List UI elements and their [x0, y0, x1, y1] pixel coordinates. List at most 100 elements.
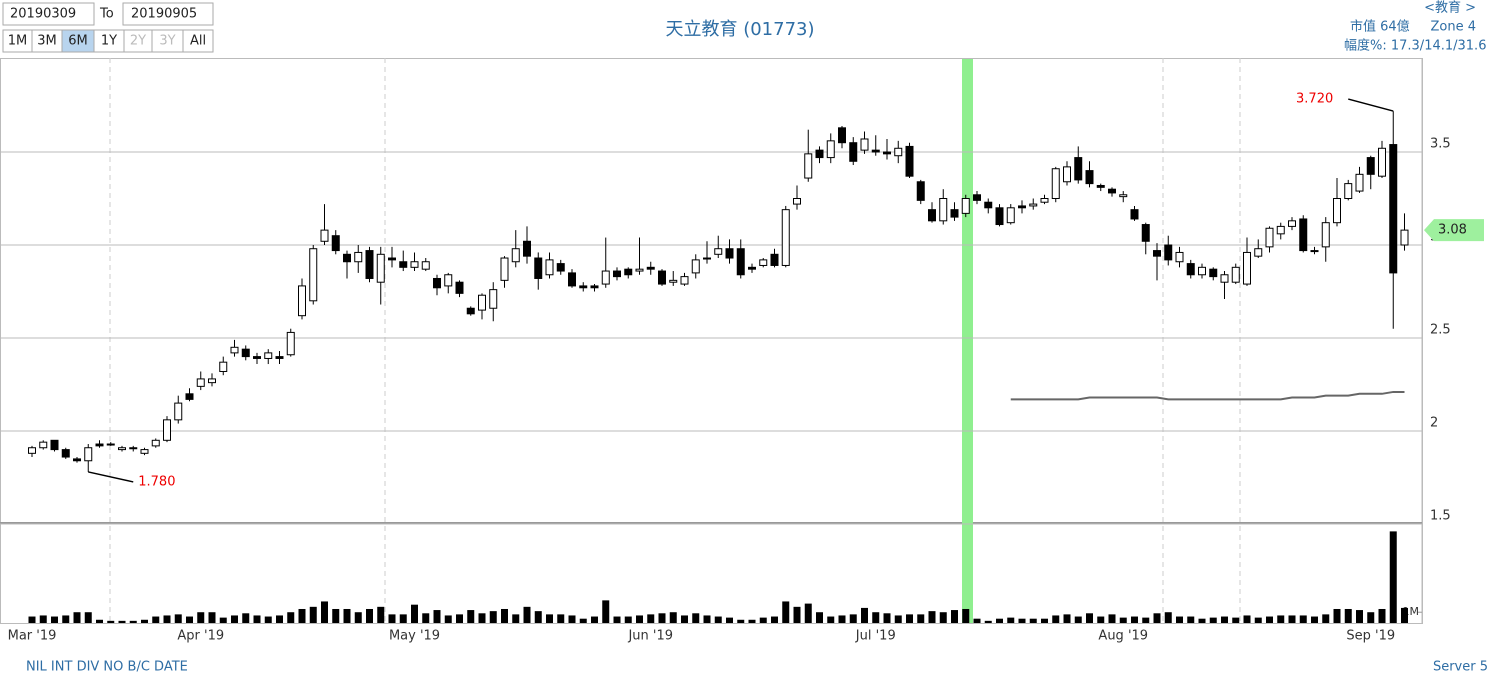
candle-body [1333, 198, 1341, 224]
volume-bar [1322, 614, 1330, 623]
volume-bar [28, 616, 36, 623]
volume-bar [647, 614, 655, 623]
y-tick-label: 1.5 [1430, 509, 1451, 524]
candle-body [61, 449, 70, 458]
volume-bar [1401, 607, 1408, 623]
candle-body [1400, 229, 1409, 246]
candle-body [658, 270, 666, 285]
candle-body [984, 201, 993, 209]
volume-bar [1063, 614, 1071, 623]
volume-bar [726, 617, 733, 623]
volume-bar [1074, 616, 1082, 623]
range-label[interactable]: 3M [37, 34, 57, 49]
range-button[interactable] [182, 29, 214, 53]
candle-body [669, 279, 678, 283]
volume-bar [613, 616, 621, 623]
x-tick-label: Mar '19 [8, 629, 57, 644]
volume-bar [1119, 617, 1127, 623]
volume-bar [163, 615, 171, 623]
volume-bar [51, 616, 58, 623]
volume-bar [1164, 612, 1172, 623]
volume-bar [996, 618, 1003, 623]
candle-body [275, 356, 284, 359]
volume-bar [1131, 616, 1138, 623]
candle-body [1299, 218, 1308, 252]
volume-bar [861, 607, 868, 623]
volume-bar [816, 612, 823, 623]
volume-bar [1198, 618, 1206, 623]
candle-body [725, 248, 734, 259]
candle-body [804, 153, 813, 179]
volume-bar [1187, 616, 1195, 623]
candle-body [1243, 251, 1251, 285]
date-to-box[interactable] [122, 2, 214, 26]
volume-bar [973, 618, 981, 623]
volume-bar [276, 615, 283, 623]
candle-body [478, 294, 486, 311]
candle-body [928, 209, 936, 222]
candle-body [84, 447, 93, 462]
candle-body [961, 198, 970, 214]
candle-body [376, 253, 385, 283]
candle-body [1254, 248, 1263, 257]
candle-body [140, 449, 149, 454]
candle-body [973, 194, 981, 201]
x-tick-label: Sep '19 [1346, 629, 1395, 644]
volume-bar [444, 615, 452, 623]
volume-bar [1007, 617, 1015, 623]
volume-bar [827, 616, 835, 623]
volume-bar [1029, 618, 1037, 623]
chart-title: 天立教育 (01773) [665, 19, 814, 40]
sector-link[interactable]: <教育 > [1424, 0, 1476, 16]
volume-bar [636, 615, 643, 623]
candle-body [759, 259, 768, 266]
candle-body [466, 307, 475, 315]
to-label: To [99, 7, 114, 22]
volume-bar [771, 616, 778, 623]
volume-bar [512, 614, 520, 623]
candle-body [1006, 207, 1015, 224]
candle-body [1153, 250, 1161, 257]
volume-bar [501, 608, 508, 623]
candle-body [118, 447, 126, 451]
volume-bar [399, 614, 407, 623]
date-from[interactable]: 20190309 [10, 7, 76, 22]
volume-bar [1311, 616, 1318, 623]
volume-bar [332, 608, 340, 623]
y-tick-label: 2 [1430, 416, 1438, 431]
range-label[interactable]: 2Y [130, 34, 146, 49]
moving-average [1010, 390, 1405, 401]
candle-body [1366, 157, 1375, 175]
range-buttons: 1M 3M 6M 1Y 2Y 3Y All [2, 29, 214, 53]
candle-body [838, 127, 846, 144]
volume-bar [1018, 618, 1026, 623]
volume-bar [951, 610, 958, 623]
candle-body [680, 276, 689, 285]
candle-body [106, 443, 115, 446]
range-label[interactable]: 3Y [159, 34, 175, 49]
volume-bar [1153, 613, 1161, 623]
volume-bar [658, 613, 666, 623]
vertical-grid [109, 58, 1241, 623]
zone: Zone 4 [1431, 20, 1477, 35]
volume-bar [962, 608, 970, 623]
volume-bar [377, 606, 385, 623]
date-from-box[interactable] [2, 2, 95, 26]
range-label[interactable]: 6M [68, 34, 88, 49]
volume-bar [73, 612, 81, 623]
candle-body [298, 285, 306, 317]
candle-body [781, 209, 790, 266]
volume-bar [1389, 531, 1397, 623]
date-to[interactable]: 20190905 [131, 7, 197, 22]
candle-body [1321, 222, 1330, 248]
range-label[interactable]: 1M [8, 34, 28, 49]
candle-body [624, 268, 633, 276]
candle-body [433, 277, 441, 289]
range-label[interactable]: All [190, 34, 206, 49]
y-tick-label: 3.5 [1430, 137, 1451, 152]
range-label[interactable]: 1Y [101, 34, 117, 49]
candle-body [770, 253, 779, 266]
volume-bar [1108, 614, 1116, 623]
footer-note: NIL INT DIV NO B/C DATE [26, 660, 188, 675]
volume-bar [714, 616, 722, 623]
